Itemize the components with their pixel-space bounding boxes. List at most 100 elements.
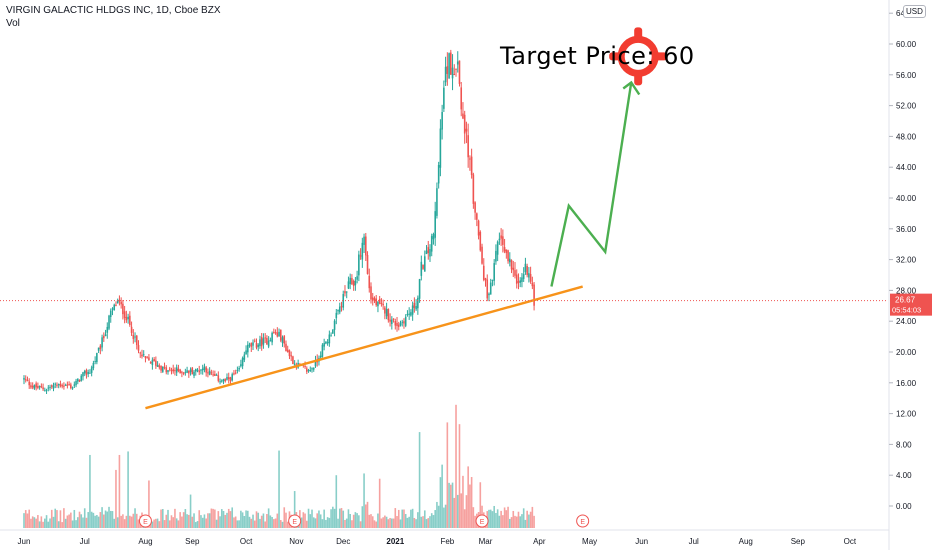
candle-body (321, 344, 324, 357)
volume-bar (132, 513, 135, 528)
volume-bar (323, 509, 325, 528)
candle-body (151, 359, 154, 366)
candle-body (368, 275, 371, 289)
volume-bar (460, 493, 463, 528)
volume-bar (455, 404, 457, 528)
bar-countdown: 05:54:03 (892, 306, 921, 315)
candle-body (286, 349, 289, 352)
volume-bar (489, 509, 492, 528)
candle-body (422, 264, 424, 269)
candle-body (517, 281, 520, 283)
candle-body (156, 364, 159, 367)
candle-body (330, 335, 332, 337)
candle-body (87, 372, 89, 374)
volume-bar (130, 516, 133, 528)
candle-body (344, 291, 346, 294)
volume-bar (250, 518, 253, 528)
candle-body (63, 385, 65, 387)
projection-path[interactable] (550, 82, 633, 287)
time-tick-label: Oct (240, 537, 253, 546)
candle-body (380, 303, 383, 305)
volume-bar (387, 519, 390, 528)
target-crosshair-icon[interactable] (609, 27, 668, 86)
candle-body (26, 380, 29, 382)
candle-body (224, 378, 227, 382)
candle-body (349, 277, 351, 285)
volume-bar (517, 511, 520, 528)
volume-bar (201, 517, 204, 528)
candle-body (326, 342, 329, 344)
time-axis: Jun Jul Aug Sep Oct Nov Dec 2021 Feb Mar Apr May Jun… (0, 529, 889, 546)
candle-body (351, 278, 353, 285)
candle-body (227, 377, 230, 380)
volume-bar (106, 511, 109, 528)
last-price-badge[interactable] (890, 293, 932, 316)
volume-bar (309, 514, 312, 528)
candle-body (502, 236, 504, 245)
volume-bar (219, 516, 221, 528)
volume-bar (479, 482, 482, 528)
volume-bar (382, 517, 384, 528)
earnings-event-label: E (580, 519, 585, 526)
volume-bar (422, 516, 424, 528)
candle-body (377, 301, 379, 307)
volume-bar (227, 508, 230, 528)
volume-bar (162, 509, 164, 528)
volume-bar (319, 514, 322, 528)
candle-body (49, 386, 51, 388)
candle-body (531, 282, 534, 287)
earnings-event-marker[interactable] (288, 514, 302, 528)
candle-body (462, 113, 464, 119)
volume-bar (28, 509, 31, 528)
volume-bar (57, 521, 60, 528)
candle-body (238, 368, 240, 370)
volume-bar (236, 520, 239, 528)
volume-bar (76, 517, 79, 528)
candle-body (101, 337, 103, 348)
volume-bar (35, 518, 37, 528)
candle-body (260, 337, 263, 347)
volume-bar (349, 514, 351, 528)
volume-bar (174, 508, 176, 528)
candle-body (73, 384, 76, 386)
candle-body (509, 258, 511, 263)
candle-body (255, 342, 258, 348)
symbol-title[interactable]: VIRGIN GALACTIC HLDGS INC, 1D, Cboe BZX (6, 5, 221, 16)
candle-body (476, 213, 478, 220)
volume-bar (217, 511, 220, 528)
candle-body (285, 343, 287, 352)
candle-body (529, 274, 532, 282)
candle-body (111, 308, 114, 310)
volume-bar (97, 516, 100, 528)
support-trendline[interactable] (145, 285, 583, 410)
volume-bar (425, 519, 428, 528)
target-price-annotation[interactable]: Target Price: 60 (500, 42, 695, 70)
volume-label[interactable]: Vol (6, 18, 20, 29)
volume-bar (33, 517, 36, 528)
volume-bar (436, 501, 438, 528)
time-tick-label: Dec (336, 537, 350, 546)
candle-body (64, 384, 67, 386)
candle-body (528, 273, 530, 278)
volume-bar (465, 495, 468, 528)
candle-body (214, 373, 216, 376)
currency-badge[interactable]: USD (903, 5, 926, 18)
earnings-event-marker[interactable] (576, 514, 590, 528)
volume-bar (415, 519, 417, 528)
candle-body (44, 390, 46, 392)
candle-body (354, 280, 357, 286)
earnings-event-marker[interactable] (475, 514, 489, 528)
volume-bar (70, 512, 72, 528)
candle-body (54, 383, 57, 385)
volume-bar (215, 519, 218, 528)
candle-body (392, 318, 395, 320)
volume-bar (463, 509, 466, 528)
earnings-event-marker[interactable] (138, 514, 152, 528)
volume-bar (111, 511, 114, 528)
volume-bar (80, 514, 83, 528)
volume-bar (352, 514, 355, 528)
candle-body (83, 370, 86, 374)
